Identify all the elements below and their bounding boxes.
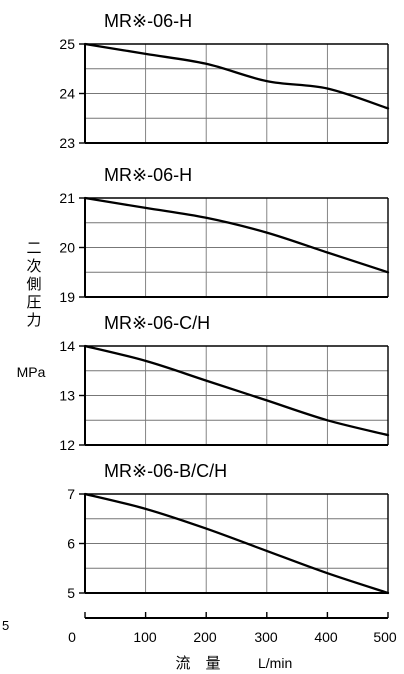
panel-2-series-line-0 xyxy=(83,344,390,437)
panel-0-y-tick-label-0: 25 xyxy=(59,36,75,52)
xlabel-cn: 流 量 xyxy=(175,654,220,672)
panel-2-y-tick-label-1: 13 xyxy=(59,388,75,404)
panel-0-title: MR※-06-H xyxy=(104,11,192,31)
panel-1-series-line-0 xyxy=(83,196,390,274)
ylabel-char-2: 側 xyxy=(26,275,41,293)
yunit-label: MPa xyxy=(17,364,46,380)
ylabel-char-3: 圧 xyxy=(26,293,41,311)
panel-0-y-tick-label-1: 24 xyxy=(59,86,75,102)
shared-axis: 二 次 側 圧 力 MPa 0 100 200 300 400 500 流 量 … xyxy=(2,239,397,672)
panel-1-title: MR※-06-H xyxy=(104,165,192,185)
panel-1-y-tick-label-2: 19 xyxy=(59,289,75,305)
ylabel-char-1: 次 xyxy=(26,257,41,275)
chart-panel-1: 21 20 19 MR※-06-H xyxy=(59,165,390,305)
panel-1-y-tick-label-0: 21 xyxy=(59,190,75,206)
panel-3-y-tick-label-2: 5 xyxy=(67,585,75,601)
panel-0-y-tick-label-2: 23 xyxy=(59,135,75,151)
x-tick-label-0: 0 xyxy=(68,629,76,645)
panel-1-y-tick-label-1: 20 xyxy=(59,240,75,256)
panel-3-title: MR※-06-B/C/H xyxy=(104,461,227,481)
x-tick-label-4: 400 xyxy=(314,629,338,645)
x-tick-label-1: 100 xyxy=(133,629,157,645)
chart-panel-3: 7 6 5 MR※-06-B/C/H xyxy=(67,461,390,601)
xunit-label: L/min xyxy=(258,655,292,671)
panel-0-series-line-0 xyxy=(83,42,390,110)
panel-3-y-tick-label-0: 7 xyxy=(67,486,75,502)
ylabel-char-0: 二 xyxy=(26,239,41,257)
bottom-x-axis xyxy=(84,612,389,619)
ylabel-char-4: 力 xyxy=(26,311,41,329)
panel-2-y-tick-label-0: 14 xyxy=(59,338,75,354)
panel-3-y-tick-label-1: 6 xyxy=(67,536,75,552)
chart-panel-2: 14 13 12 MR※-06-C/H xyxy=(59,313,390,453)
chart-panel-0: 25 24 23 MR※-06-H xyxy=(59,11,390,151)
x-tick-label-2: 200 xyxy=(193,629,217,645)
x-tick-label-3: 300 xyxy=(254,629,278,645)
panel-2-title: MR※-06-C/H xyxy=(104,313,210,333)
panel-3-series-line-0 xyxy=(83,492,390,595)
panel-2-y-tick-label-2: 12 xyxy=(59,437,75,453)
x-tick-label-5: 500 xyxy=(373,629,397,645)
stray-mark: 5 xyxy=(2,618,9,633)
